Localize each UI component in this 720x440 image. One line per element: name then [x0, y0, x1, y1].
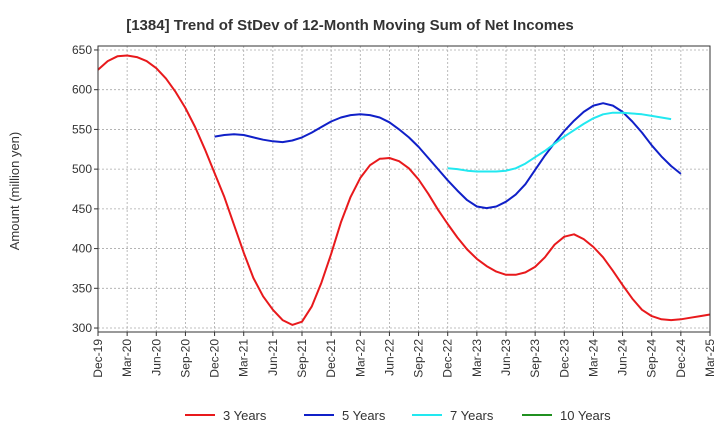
- x-tick-label: Jun-22: [382, 339, 396, 376]
- x-tick-label: Sep-24: [645, 339, 659, 378]
- series-line-3-years: [97, 54, 711, 326]
- y-tick-label: 550: [72, 122, 92, 136]
- x-tick-label: Mar-25: [703, 339, 717, 377]
- x-tick-label: Sep-23: [528, 339, 542, 378]
- x-tick-label: Mar-24: [586, 339, 600, 377]
- x-tick-label: Dec-24: [674, 339, 688, 378]
- x-axis-ticks: Dec-19 Mar-20 Jun-20 Sep-20 Dec-20 Mar-21 Jun-…: [91, 332, 717, 378]
- legend-label: 7 Years: [450, 408, 494, 423]
- y-axis-title: Amount (million yen): [7, 132, 22, 251]
- y-tick-label: 400: [72, 242, 92, 256]
- y-axis-ticks: 300 350 400 450 500 550 600 650: [72, 43, 98, 335]
- x-tick-label: Sep-22: [412, 339, 426, 378]
- y-tick-label: 650: [72, 43, 92, 57]
- y-tick-label: 350: [72, 281, 92, 295]
- x-tick-label: Dec-19: [91, 339, 105, 378]
- x-tick-label: Mar-21: [237, 339, 251, 377]
- y-tick-label: 600: [72, 83, 92, 97]
- legend: 3 Years 5 Years 7 Years 10 Years: [185, 408, 611, 423]
- legend-label: 5 Years: [342, 408, 386, 423]
- x-tick-label: Mar-23: [470, 339, 484, 377]
- x-tick-label: Mar-22: [353, 339, 367, 377]
- x-tick-label: Sep-21: [295, 339, 309, 378]
- chart-title: [1384] Trend of StDev of 12-Month Moving…: [126, 17, 574, 34]
- plot-frame: [97, 45, 711, 333]
- legend-label: 10 Years: [560, 408, 611, 423]
- x-tick-label: Sep-20: [178, 339, 192, 378]
- x-tick-label: Dec-20: [208, 339, 222, 378]
- x-tick-label: Dec-23: [557, 339, 571, 378]
- series-lines: [97, 54, 711, 326]
- x-tick-label: Jun-24: [616, 339, 630, 376]
- series-line-7-years: [447, 111, 672, 173]
- x-tick-label: Jun-21: [266, 339, 280, 376]
- y-tick-label: 300: [72, 321, 92, 335]
- x-tick-label: Jun-20: [149, 339, 163, 376]
- x-tick-label: Jun-23: [499, 339, 513, 376]
- x-tick-label: Dec-21: [324, 339, 338, 378]
- x-tick-label: Dec-22: [441, 339, 455, 378]
- x-tick-label: Mar-20: [120, 339, 134, 377]
- y-tick-label: 450: [72, 202, 92, 216]
- y-tick-label: 500: [72, 162, 92, 176]
- series-line-5-years: [214, 102, 682, 210]
- legend-label: 3 Years: [223, 408, 267, 423]
- grid: [97, 46, 711, 332]
